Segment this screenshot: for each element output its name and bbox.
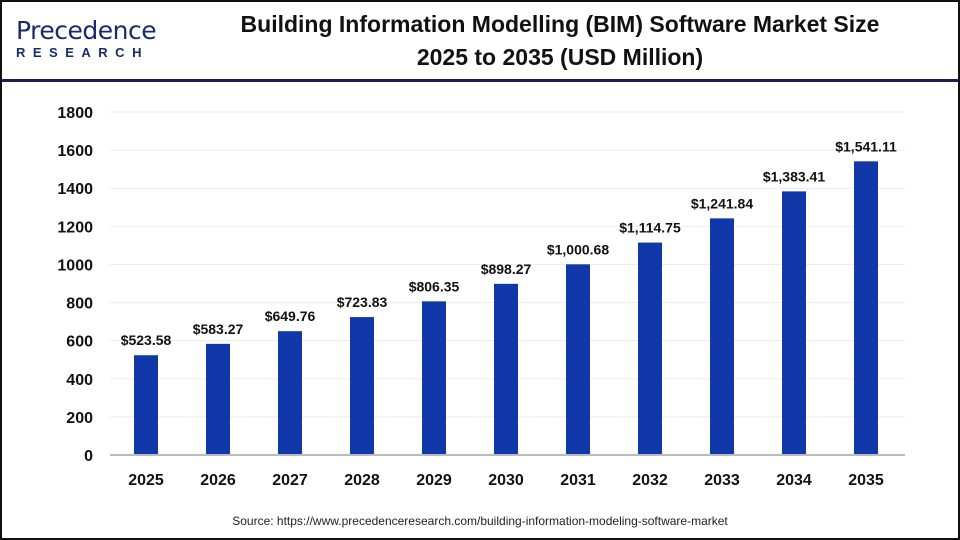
- y-tick-label: 600: [66, 334, 93, 351]
- bar: [638, 242, 662, 455]
- data-label: $806.35: [409, 278, 460, 294]
- logo: Precedence RESEARCH: [16, 16, 157, 61]
- bar: [710, 218, 734, 455]
- title-line-1: Building Information Modelling (BIM) Sof…: [240, 11, 880, 37]
- bar: [782, 191, 806, 455]
- y-tick-label: 0: [84, 448, 93, 465]
- bar: [494, 283, 518, 455]
- x-tick-label: 2027: [272, 472, 308, 489]
- bar: [278, 331, 302, 455]
- bar: [134, 355, 158, 455]
- y-tick-label: 1400: [57, 181, 93, 198]
- x-tick-label: 2033: [704, 472, 740, 489]
- y-tick-label: 800: [66, 296, 93, 313]
- y-tick-label: 1600: [57, 143, 93, 160]
- data-label: $583.27: [193, 321, 244, 337]
- data-label: $1,241.84: [691, 195, 753, 211]
- data-label: $1,541.11: [835, 138, 897, 154]
- data-label: $1,000.68: [547, 241, 609, 257]
- x-tick-label: 2031: [560, 472, 596, 489]
- bar: [566, 264, 590, 455]
- x-tick-label: 2025: [128, 472, 164, 489]
- data-label: $1,383.41: [763, 168, 825, 184]
- x-tick-label: 2034: [776, 472, 812, 489]
- bar: [350, 317, 374, 455]
- source-text: Source: https://www.precedenceresearch.c…: [232, 514, 728, 528]
- title-line-2: 2025 to 2035 (USD Million): [416, 44, 704, 70]
- data-label: $649.76: [265, 308, 316, 324]
- data-label: $898.27: [481, 261, 532, 277]
- bar: [854, 161, 878, 455]
- data-label: $723.83: [337, 294, 388, 310]
- logo-subtext: RESEARCH: [16, 45, 149, 60]
- y-tick-label: 200: [66, 410, 93, 427]
- y-tick-label: 1800: [57, 105, 93, 122]
- x-tick-label: 2028: [344, 472, 380, 489]
- y-tick-label: 400: [66, 372, 93, 389]
- y-tick-label: 1200: [57, 219, 93, 236]
- y-tick-label: 1000: [57, 257, 93, 274]
- x-tick-label: 2032: [632, 472, 668, 489]
- data-label: $1,114.75: [619, 220, 681, 236]
- bar: [206, 343, 230, 455]
- x-tick-label: 2030: [488, 472, 524, 489]
- logo-text: Precedence: [16, 16, 157, 45]
- chart-title: Building Information Modelling (BIM) Sof…: [180, 8, 940, 74]
- header-divider: [2, 79, 958, 82]
- x-tick-label: 2035: [848, 472, 884, 489]
- data-label: $523.58: [121, 332, 172, 348]
- bar: [422, 301, 446, 455]
- x-tick-label: 2026: [200, 472, 236, 489]
- x-tick-label: 2029: [416, 472, 452, 489]
